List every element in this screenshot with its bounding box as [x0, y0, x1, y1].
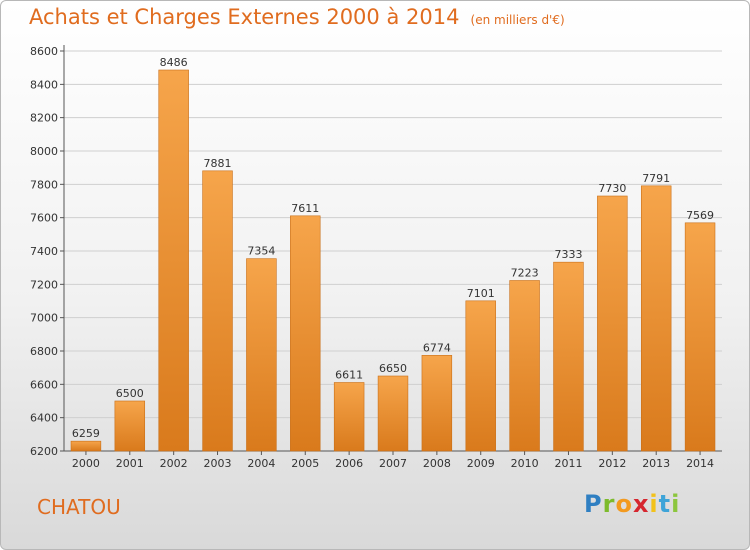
bar-2011	[553, 261, 584, 452]
value-label-2014: 7569	[686, 209, 714, 222]
bar-2003	[202, 170, 233, 452]
y-tick-label: 7000	[30, 312, 58, 325]
x-tick-label-2005: 2005	[291, 457, 319, 470]
bar-2001	[114, 400, 146, 452]
value-label-2004: 7354	[247, 245, 275, 258]
bar-2004	[246, 258, 277, 452]
bar-2014	[684, 222, 716, 452]
chart-title: Achats et Charges Externes 2000 à 2014 (…	[29, 5, 565, 29]
bar-2009	[465, 300, 496, 452]
value-label-2011: 7333	[554, 248, 582, 261]
bar-2006	[333, 382, 365, 452]
x-tick-label-2008: 2008	[423, 457, 451, 470]
y-tick-label: 7600	[30, 212, 58, 225]
title-unit: (en milliers d'€)	[470, 13, 565, 27]
value-label-2008: 6774	[423, 341, 451, 354]
bar-2005	[290, 215, 321, 452]
bar-2012	[597, 195, 628, 452]
value-label-2006: 6611	[335, 369, 363, 382]
y-tick-label: 7400	[30, 245, 58, 258]
y-tick-label: 6400	[30, 412, 58, 425]
x-tick-label-2012: 2012	[598, 457, 626, 470]
x-tick-label-2003: 2003	[204, 457, 232, 470]
y-tick-label: 8600	[30, 45, 58, 58]
bar-2013	[640, 185, 672, 452]
x-tick-label-2004: 2004	[247, 457, 275, 470]
x-tick-label-2014: 2014	[686, 457, 714, 470]
city-name: CHATOU	[37, 495, 121, 519]
y-tick-label: 8400	[30, 78, 58, 91]
value-label-2001: 6500	[116, 387, 144, 400]
value-label-2002: 8486	[160, 56, 188, 69]
bar-2010	[509, 280, 540, 452]
x-tick-label-2010: 2010	[511, 457, 539, 470]
bars	[70, 69, 716, 452]
bar-2002	[158, 69, 189, 452]
value-label-2012: 7730	[598, 182, 626, 195]
x-tick-label-2009: 2009	[467, 457, 495, 470]
bar-2008	[421, 355, 453, 452]
x-tick-label-2000: 2000	[72, 457, 100, 470]
y-tick-label: 8000	[30, 145, 58, 158]
value-label-2007: 6650	[379, 362, 407, 375]
x-tick-label-2001: 2001	[116, 457, 144, 470]
y-tick-label: 7200	[30, 278, 58, 291]
value-label-2013: 7791	[642, 172, 670, 185]
x-tick-label-2013: 2013	[642, 457, 670, 470]
labels: 6200 6400 6600 6800 7000 7200 7400 7600 7800 8000…	[30, 45, 714, 470]
value-label-2000: 6259	[72, 427, 100, 440]
proxiti-logo[interactable]: Proxiti	[584, 490, 681, 518]
x-tick-label-2011: 2011	[554, 457, 582, 470]
value-label-2003: 7881	[204, 157, 232, 170]
bar-2000	[70, 440, 102, 452]
y-tick-label: 6200	[30, 445, 58, 458]
x-tick-label-2002: 2002	[160, 457, 188, 470]
value-label-2009: 7101	[467, 287, 495, 300]
x-tick-label-2007: 2007	[379, 457, 407, 470]
value-label-2010: 7223	[511, 267, 539, 280]
title-main: Achats et Charges Externes 2000 à 2014	[29, 5, 460, 29]
bar-2007	[377, 375, 409, 452]
y-tick-label: 6600	[30, 378, 58, 391]
y-tick-label: 8200	[30, 112, 58, 125]
y-tick-label: 7800	[30, 178, 58, 191]
value-label-2005: 7611	[291, 202, 319, 215]
y-tick-label: 6800	[30, 345, 58, 358]
x-tick-label-2006: 2006	[335, 457, 363, 470]
